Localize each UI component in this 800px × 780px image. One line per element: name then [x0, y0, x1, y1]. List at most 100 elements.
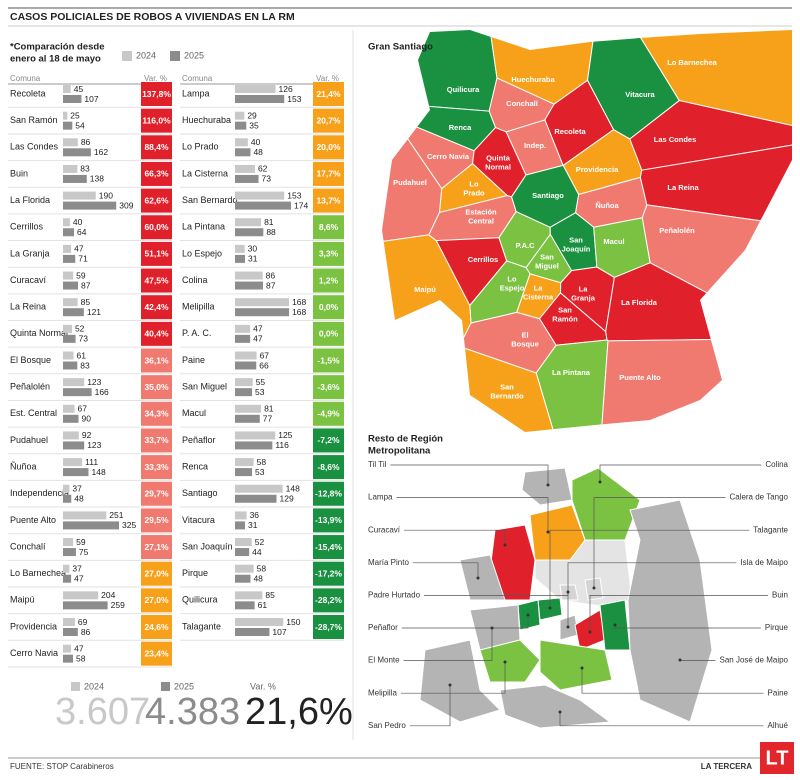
var-label: -28,7%	[315, 622, 342, 632]
var-label: 17,7%	[316, 169, 341, 179]
var-label: 40,4%	[144, 329, 169, 339]
var-badge	[313, 215, 344, 240]
comuna-name: Lo Espejo	[182, 248, 222, 258]
bar	[235, 324, 251, 333]
comuna-label: Maipú	[414, 285, 436, 294]
var-badge	[313, 268, 344, 293]
comuna-area	[382, 30, 498, 112]
bar-value: 86	[81, 137, 91, 147]
bar-value: 88	[266, 227, 276, 237]
bar-value: 73	[261, 174, 271, 184]
bar-value: 67	[260, 350, 270, 360]
bar-value: 121	[87, 307, 101, 317]
map-title: Resto de Región	[368, 434, 443, 445]
var-label: 3,3%	[319, 249, 339, 259]
bar	[63, 654, 73, 663]
bar-value: 31	[248, 254, 258, 264]
bar-value: 251	[109, 510, 123, 520]
bar-value: 52	[255, 537, 265, 547]
var-label: 33,7%	[144, 435, 169, 445]
bar-value: 45	[74, 84, 84, 94]
comuna-name: Renca	[182, 461, 208, 471]
comuna-label: Prado	[463, 188, 485, 197]
bar-value: 116	[275, 440, 289, 450]
bar	[235, 404, 262, 413]
bar-value: 47	[74, 244, 84, 254]
bar-value: 259	[111, 600, 125, 610]
region-label: Padre Hurtado	[368, 591, 421, 600]
bar-value: 85	[265, 590, 275, 600]
bar	[63, 228, 75, 237]
bar-value: 59	[76, 270, 86, 280]
bar-value: 107	[272, 627, 286, 637]
comuna-name: Buin	[10, 168, 28, 178]
comuna-label: Providencia	[576, 165, 619, 174]
var-badge	[141, 348, 172, 373]
var-label: -17,2%	[315, 568, 342, 578]
bar	[63, 298, 78, 307]
var-badge	[141, 535, 172, 560]
bar-value: 126	[279, 84, 293, 94]
var-label: -28,2%	[315, 595, 342, 605]
bar	[235, 538, 252, 547]
bar	[235, 441, 273, 450]
var-badge	[313, 241, 344, 266]
leader-line	[409, 685, 451, 727]
legend-label: 2024	[136, 50, 156, 60]
comuna-name: San Joaquín	[182, 541, 233, 551]
comuna-name: La Granja	[10, 248, 50, 258]
var-badge	[141, 428, 172, 453]
var-label: -4,9%	[317, 409, 340, 419]
region-label: Colina	[765, 460, 788, 469]
comuna-area	[521, 467, 573, 506]
comuna-label: Bernardo	[490, 391, 524, 400]
bar	[235, 628, 270, 636]
var-badge	[313, 535, 344, 560]
comuna-name: Lampa	[182, 88, 210, 98]
comuna-label: Recoleta	[554, 127, 586, 136]
var-label: 33,3%	[144, 462, 169, 472]
region-label: Paine	[768, 688, 789, 697]
bar	[63, 361, 78, 370]
leader-dot	[678, 658, 682, 662]
bar	[235, 521, 245, 530]
bar	[63, 95, 82, 103]
comuna-name: Lo Barnechea	[10, 568, 66, 578]
bar-value: 148	[92, 467, 106, 477]
var-badge	[313, 428, 344, 453]
column-header: Var. %	[144, 74, 167, 83]
var-badge	[313, 161, 344, 186]
bar	[63, 111, 68, 120]
bar	[63, 138, 78, 147]
comuna-name: Las Condes	[10, 142, 59, 152]
comuna-name: Ñuñoa	[10, 461, 37, 471]
bar-value: 48	[253, 147, 263, 157]
comuna-label: Vitacura	[625, 90, 655, 99]
var-label: 36,1%	[144, 355, 169, 365]
bar	[235, 494, 277, 503]
bar	[63, 574, 72, 583]
var-badge	[141, 295, 172, 320]
totals-swatch	[161, 682, 170, 691]
leader-line	[390, 464, 549, 485]
comuna-name: Paine	[182, 355, 205, 365]
bar-value: 67	[78, 404, 88, 414]
comuna-name: San Ramón	[10, 115, 58, 125]
var-label: -15,4%	[315, 542, 342, 552]
leader-dot	[592, 586, 596, 590]
comuna-name: Curacaví	[10, 275, 47, 285]
comuna-name: San Miguel	[182, 382, 227, 392]
bar	[235, 334, 251, 343]
legend-swatch	[122, 51, 132, 61]
bar	[235, 458, 254, 467]
title: CASOS POLICIALES DE ROBOS A VIVIENDAS EN…	[10, 11, 295, 23]
comuna-name: Puente Alto	[10, 515, 56, 525]
comuna-label: Miguel	[535, 261, 559, 270]
leader-dot	[580, 666, 584, 670]
comuna-name: Quilicura	[182, 595, 218, 605]
comuna-label: Renca	[449, 123, 472, 132]
bar-value: 52	[75, 324, 85, 334]
bar	[63, 378, 85, 387]
totals-label: Var. %	[250, 681, 276, 691]
comuna-label: Puente Alto	[619, 373, 661, 382]
